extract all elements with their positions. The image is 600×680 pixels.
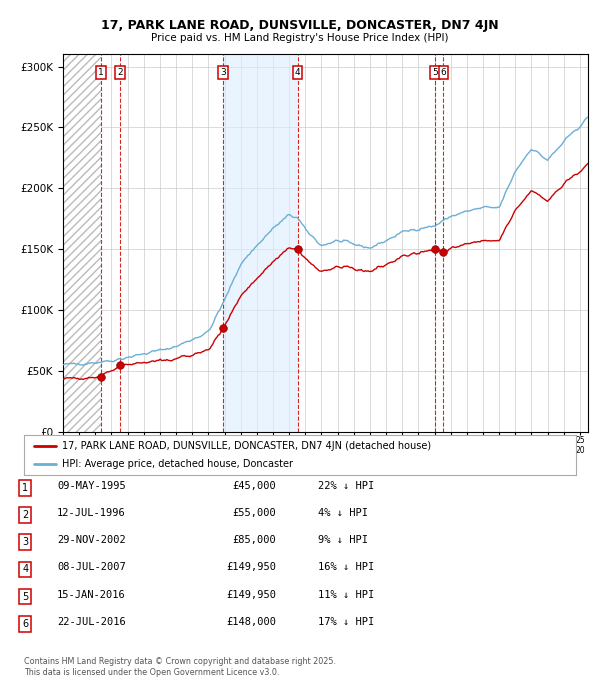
Text: 4: 4 — [22, 564, 28, 575]
Text: £55,000: £55,000 — [232, 508, 276, 518]
Text: 1: 1 — [98, 67, 104, 77]
Text: 3: 3 — [22, 537, 28, 547]
Text: 5: 5 — [22, 592, 28, 602]
Text: 1: 1 — [22, 483, 28, 493]
Text: 3: 3 — [220, 67, 226, 77]
Text: 17, PARK LANE ROAD, DUNSVILLE, DONCASTER, DN7 4JN (detached house): 17, PARK LANE ROAD, DUNSVILLE, DONCASTER… — [62, 441, 431, 451]
Text: Price paid vs. HM Land Registry's House Price Index (HPI): Price paid vs. HM Land Registry's House … — [151, 33, 449, 43]
Text: 12-JUL-1996: 12-JUL-1996 — [57, 508, 126, 518]
Text: 17% ↓ HPI: 17% ↓ HPI — [318, 617, 374, 627]
Text: Contains HM Land Registry data © Crown copyright and database right 2025.
This d: Contains HM Land Registry data © Crown c… — [24, 657, 336, 677]
Bar — [63, 54, 101, 432]
Text: 5: 5 — [433, 67, 438, 77]
Text: £45,000: £45,000 — [232, 481, 276, 491]
Text: 2: 2 — [117, 67, 123, 77]
Text: 9% ↓ HPI: 9% ↓ HPI — [318, 535, 368, 545]
Text: £85,000: £85,000 — [232, 535, 276, 545]
Text: 08-JUL-2007: 08-JUL-2007 — [57, 562, 126, 573]
Text: 2: 2 — [22, 510, 28, 520]
Text: 4% ↓ HPI: 4% ↓ HPI — [318, 508, 368, 518]
Text: 22-JUL-2016: 22-JUL-2016 — [57, 617, 126, 627]
Text: £149,950: £149,950 — [226, 590, 276, 600]
Text: £149,950: £149,950 — [226, 562, 276, 573]
Text: 29-NOV-2002: 29-NOV-2002 — [57, 535, 126, 545]
Text: 16% ↓ HPI: 16% ↓ HPI — [318, 562, 374, 573]
Text: 15-JAN-2016: 15-JAN-2016 — [57, 590, 126, 600]
Text: £148,000: £148,000 — [226, 617, 276, 627]
Text: 6: 6 — [440, 67, 446, 77]
Text: 17, PARK LANE ROAD, DUNSVILLE, DONCASTER, DN7 4JN: 17, PARK LANE ROAD, DUNSVILLE, DONCASTER… — [101, 19, 499, 32]
Text: 09-MAY-1995: 09-MAY-1995 — [57, 481, 126, 491]
Text: HPI: Average price, detached house, Doncaster: HPI: Average price, detached house, Donc… — [62, 459, 293, 469]
Text: 6: 6 — [22, 619, 28, 629]
Bar — [223, 54, 298, 432]
Text: 4: 4 — [295, 67, 301, 77]
Text: 11% ↓ HPI: 11% ↓ HPI — [318, 590, 374, 600]
Text: 22% ↓ HPI: 22% ↓ HPI — [318, 481, 374, 491]
